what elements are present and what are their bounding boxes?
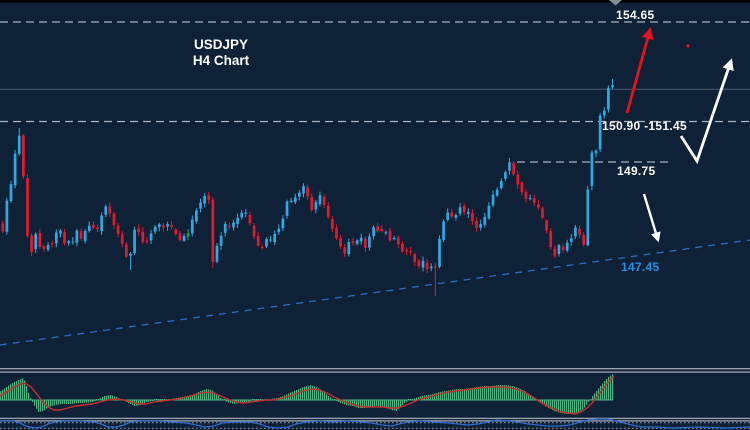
ascending-trendline (0, 239, 750, 346)
price-label-target: 154.65 (616, 8, 655, 22)
red-dot-marker (686, 44, 690, 48)
collapse-notch-icon[interactable] (609, 0, 622, 6)
panel-separators (0, 368, 750, 422)
chart-title: USDJPY H4 Chart (181, 37, 261, 68)
key-level-lines (0, 21, 750, 163)
candlestick-series (1, 79, 614, 296)
bounce-up-arrow (679, 58, 734, 165)
oscillator-signal-line (0, 375, 615, 415)
top-border-strip (0, 0, 750, 3)
price-label-zone: 150.90 -151.45 (602, 119, 687, 133)
pullback-down-arrow (642, 193, 661, 243)
price-label-breakout: 149.75 (617, 164, 656, 178)
price-label-trendline: 147.45 (621, 260, 660, 274)
oscillator-histogram (0, 374, 614, 414)
chart-title-symbol: USDJPY (193, 37, 249, 52)
bullish-projection-arrow (625, 27, 654, 114)
lower-indicator (0, 418, 750, 429)
chart-title-timeframe: H4 Chart (192, 52, 250, 68)
